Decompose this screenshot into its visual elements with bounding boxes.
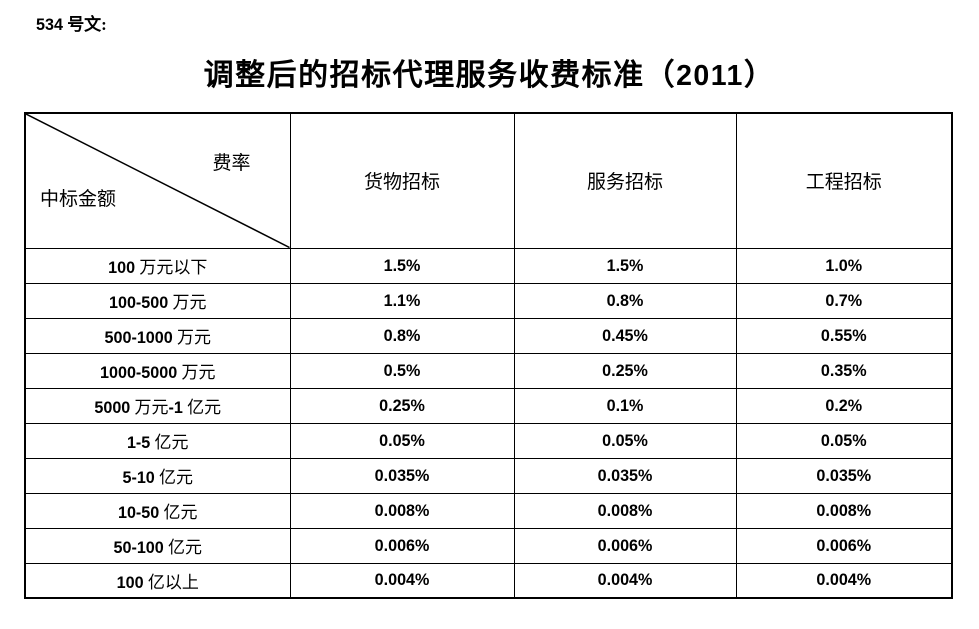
fee-cell: 0.006% [735,527,953,564]
fee-cell: 0.55% [735,317,953,354]
table-row: 50-100 亿元 0.006% 0.006% 0.006% [24,527,953,564]
page-title: 调整后的招标代理服务收费标准（2011） [203,59,776,92]
fee-cell: 0.004% [735,562,953,599]
column-header-engineering: 工程招标 [735,112,953,249]
fee-cell: 0.008% [289,492,515,529]
row-label: 500-1000 万元 [24,317,291,354]
fee-cell: 0.008% [513,492,737,529]
table-row: 100 万元以下 1.5% 1.5% 1.0% [24,247,953,284]
fee-cell: 0.006% [289,527,515,564]
fee-cell: 0.004% [289,562,515,599]
fee-cell: 0.008% [735,492,953,529]
fee-cell: 0.5% [289,352,515,389]
row-label: 100 万元以下 [24,247,291,284]
column-header-goods: 货物招标 [289,112,515,249]
row-label: 100 亿以上 [24,562,291,599]
table-row: 100-500 万元 1.1% 0.8% 0.7% [24,282,953,319]
fee-cell: 0.035% [513,457,737,494]
fee-cell: 0.25% [289,387,515,424]
fee-cell: 0.2% [735,387,953,424]
table-row: 1000-5000 万元 0.5% 0.25% 0.35% [24,352,953,389]
fee-cell: 1.5% [289,247,515,284]
fee-cell: 0.004% [513,562,737,599]
fee-cell: 0.05% [289,422,515,459]
doc-ref: 534 号文: [36,15,107,34]
column-header-services: 服务招标 [513,112,737,249]
fee-cell: 0.05% [735,422,953,459]
fee-cell: 0.45% [513,317,737,354]
diagonal-divider [26,114,290,248]
fee-cell: 0.7% [735,282,953,319]
corner-label-amount: 中标金额 [40,189,117,210]
fee-rate-table: 费率 中标金额 货物招标 服务招标 工程招标 100 万元以下 1.5% 1.5… [24,112,953,599]
header-row: 费率 中标金额 货物招标 服务招标 工程招标 [24,112,953,249]
fee-cell: 1.5% [513,247,737,284]
fee-cell: 0.8% [289,317,515,354]
table-row: 100 亿以上 0.004% 0.004% 0.004% [24,562,953,599]
fee-table-body: 100 万元以下 1.5% 1.5% 1.0% 100-500 万元 1.1% … [24,247,953,599]
fee-cell: 0.05% [513,422,737,459]
row-label: 1-5 亿元 [24,422,291,459]
fee-cell: 0.8% [513,282,737,319]
table-row: 5000 万元-1 亿元 0.25% 0.1% 0.2% [24,387,953,424]
fee-cell: 0.25% [513,352,737,389]
fee-cell: 0.35% [735,352,953,389]
row-label: 5000 万元-1 亿元 [24,387,291,424]
fee-cell: 1.1% [289,282,515,319]
row-label: 5-10 亿元 [24,457,291,494]
row-label: 50-100 亿元 [24,527,291,564]
fee-cell: 0.035% [289,457,515,494]
corner-cell: 费率 中标金额 [24,112,291,249]
row-label: 100-500 万元 [24,282,291,319]
row-label: 1000-5000 万元 [24,352,291,389]
table-row: 10-50 亿元 0.008% 0.008% 0.008% [24,492,953,529]
table-row: 1-5 亿元 0.05% 0.05% 0.05% [24,422,953,459]
fee-cell: 1.0% [735,247,953,284]
corner-label-rate: 费率 [212,153,251,174]
row-label: 10-50 亿元 [24,492,291,529]
fee-cell: 0.035% [735,457,953,494]
table-row: 5-10 亿元 0.035% 0.035% 0.035% [24,457,953,494]
fee-cell: 0.1% [513,387,737,424]
fee-cell: 0.006% [513,527,737,564]
table-row: 500-1000 万元 0.8% 0.45% 0.55% [24,317,953,354]
